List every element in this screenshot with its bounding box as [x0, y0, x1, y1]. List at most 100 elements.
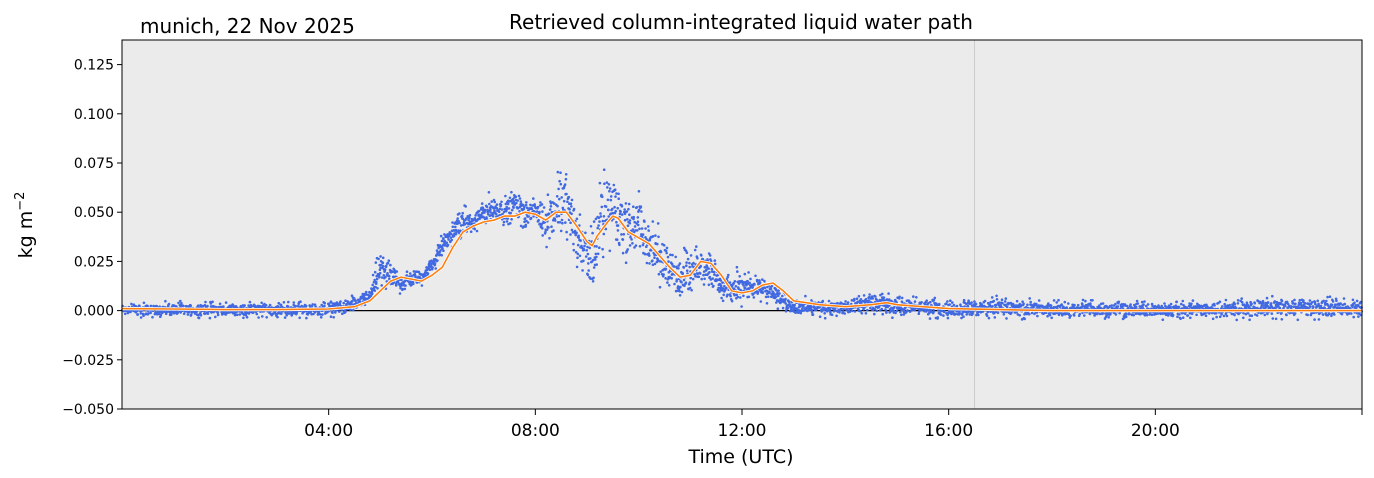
scatter-point [372, 280, 376, 284]
scatter-point [395, 282, 398, 286]
scatter-point [285, 313, 289, 317]
scatter-point [464, 205, 468, 208]
scatter-point [451, 221, 454, 224]
scatter-point [508, 196, 512, 200]
scatter-point [962, 298, 966, 302]
scatter-point [993, 316, 997, 319]
scatter-point [684, 281, 688, 285]
scatter-point [1029, 300, 1032, 304]
scatter-point [504, 194, 507, 198]
scatter-point [502, 220, 506, 224]
scatter-point [622, 233, 626, 236]
scatter-point [659, 250, 663, 254]
scatter-point [739, 296, 742, 299]
scatter-point [1142, 303, 1145, 306]
scatter-point [1312, 305, 1315, 309]
scatter-point [373, 270, 377, 274]
scatter-point [707, 267, 710, 270]
scatter-point [647, 229, 650, 232]
scatter-point [344, 310, 347, 314]
scatter-point [578, 213, 582, 216]
scatter-point [801, 307, 804, 310]
scatter-point [746, 279, 749, 283]
scatter-point [209, 302, 213, 305]
scatter-point [499, 203, 503, 207]
scatter-point [532, 215, 535, 218]
scatter-point [672, 265, 676, 268]
scatter-point [871, 297, 875, 300]
scatter-point [442, 249, 445, 253]
scatter-point [599, 215, 603, 218]
scatter-point [505, 220, 509, 223]
scatter-point [199, 313, 203, 317]
scatter-point [1218, 300, 1222, 304]
scatter-point [618, 212, 622, 216]
scatter-point [862, 294, 866, 297]
scatter-point [552, 229, 555, 232]
scatter-point [385, 264, 388, 268]
scatter-point [627, 202, 631, 206]
scatter-point [830, 313, 834, 317]
scatter-point [615, 238, 619, 241]
scatter-point [1294, 302, 1297, 306]
scatter-point [1035, 302, 1038, 306]
scatter-point [380, 284, 384, 287]
scatter-point [344, 299, 347, 303]
scatter-point [576, 256, 579, 260]
scatter-point [763, 286, 767, 290]
scatter-point [441, 247, 444, 250]
scatter-point [1271, 294, 1274, 298]
scatter-point [671, 253, 674, 257]
scatter-point [1223, 302, 1226, 306]
scatter-point [720, 296, 723, 300]
scatter-point [570, 205, 573, 208]
scatter-point [670, 262, 674, 266]
scatter-point [679, 285, 682, 289]
scatter-point [869, 306, 872, 310]
scatter-point [555, 195, 559, 198]
scatter-point [752, 296, 756, 299]
scatter-point [396, 280, 400, 284]
scatter-point [568, 208, 571, 211]
scatter-point [727, 273, 730, 277]
scatter-point [461, 217, 465, 220]
scatter-point [682, 266, 686, 269]
scatter-point [403, 287, 407, 291]
y-axis-label-group: kg m−2 [13, 192, 37, 259]
scatter-point [565, 230, 568, 234]
scatter-point [651, 220, 655, 223]
scatter-point [633, 246, 636, 249]
scatter-point [1352, 315, 1355, 319]
scatter-point [903, 309, 906, 312]
scatter-point [1211, 317, 1215, 321]
scatter-point [435, 249, 439, 252]
scatter-point [287, 312, 291, 315]
y-tick-label: −0.025 [62, 353, 114, 369]
scatter-point [489, 211, 493, 214]
scatter-point [666, 255, 670, 259]
scatter-point [458, 221, 461, 225]
scatter-point [595, 245, 598, 248]
scatter-point [329, 300, 333, 304]
scatter-point [525, 206, 529, 210]
scatter-point [206, 312, 210, 315]
scatter-point [1121, 305, 1124, 308]
scatter-point [592, 276, 595, 280]
scatter-point [410, 274, 413, 278]
scatter-point [1214, 311, 1218, 315]
scatter-point [1028, 297, 1031, 300]
scatter-point [885, 311, 888, 314]
scatter-point [933, 296, 937, 300]
scatter-point [446, 243, 450, 247]
scatter-point [224, 301, 228, 304]
scatter-point [734, 285, 738, 288]
scatter-point [286, 305, 290, 309]
scatter-point [463, 222, 467, 226]
scatter-point [753, 283, 756, 286]
scatter-point [309, 310, 313, 314]
scatter-point [620, 205, 624, 208]
scatter-point [1250, 314, 1254, 318]
scatter-point [657, 235, 660, 239]
scatter-point [928, 317, 932, 320]
scatter-point [682, 278, 686, 282]
